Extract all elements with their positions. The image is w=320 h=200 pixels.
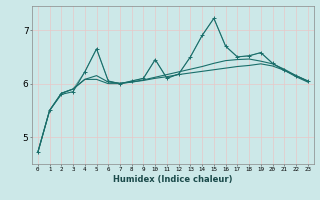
X-axis label: Humidex (Indice chaleur): Humidex (Indice chaleur) (113, 175, 233, 184)
